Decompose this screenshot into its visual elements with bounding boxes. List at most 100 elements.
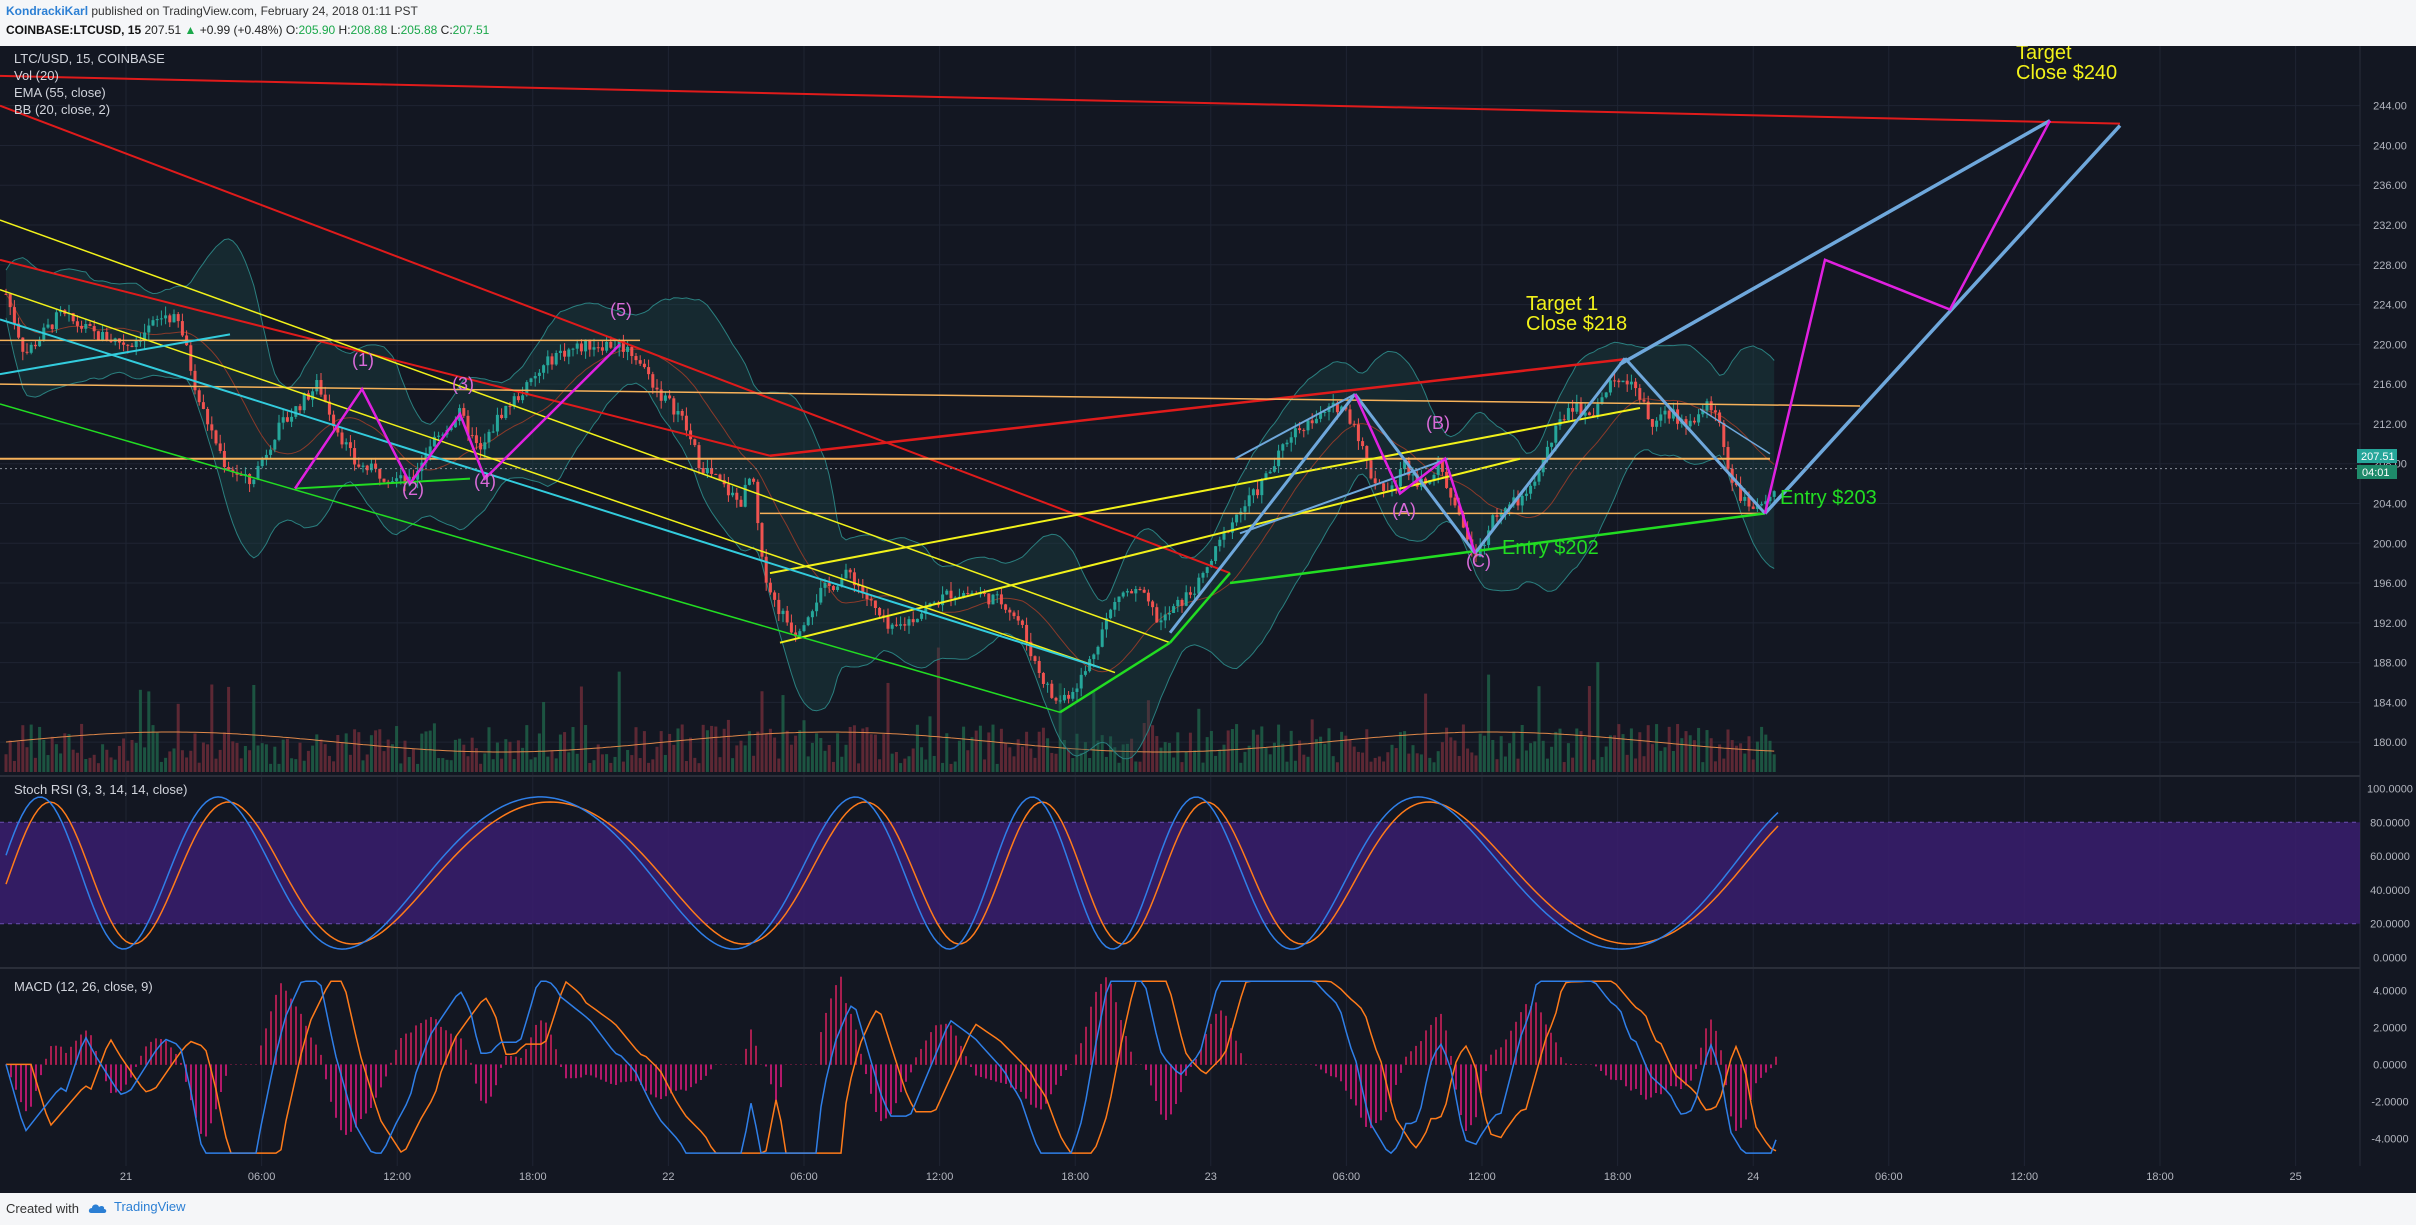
macd-histogram-bar (70, 1046, 72, 1065)
volume-bar (1688, 735, 1692, 772)
candle-body (1067, 694, 1071, 699)
candle-body (369, 463, 373, 471)
volume-bar (1218, 749, 1222, 772)
volume-bar (197, 762, 201, 772)
candle-body (915, 618, 919, 623)
candle-body (1575, 403, 1579, 412)
macd-histogram-bar (775, 1064, 777, 1103)
trading-chart[interactable]: 244.00240.00236.00232.00228.00224.00220.… (0, 46, 2416, 1193)
candle-body (1495, 515, 1499, 517)
candle-body (1020, 620, 1024, 625)
candle-body (1268, 471, 1272, 474)
wave-label-2: (2) (402, 479, 424, 499)
macd-histogram-bar (325, 1064, 327, 1080)
macd-histogram-bar (1025, 1064, 1027, 1099)
volume-bar (1642, 756, 1646, 772)
macd-histogram-bar (1610, 1064, 1612, 1080)
volume-bar (621, 761, 625, 772)
candle-body (1596, 403, 1600, 417)
volume-bar (810, 742, 814, 772)
volume-bar (1634, 758, 1638, 772)
macd-histogram-bar (1040, 1064, 1042, 1110)
macd-histogram-bar (940, 1024, 942, 1065)
volume-bar (684, 761, 688, 772)
candle-body (218, 443, 222, 452)
macd-histogram-bar (1660, 1064, 1662, 1095)
macd-histogram-bar (1270, 1064, 1272, 1065)
macd-histogram-bar (1740, 1064, 1742, 1128)
candle-body (1188, 592, 1192, 595)
candle-body (1159, 620, 1163, 623)
macd-histogram-bar (1440, 1013, 1442, 1065)
macd-histogram-bar (730, 1064, 732, 1065)
blue-impulse-1 (1168, 393, 1357, 634)
macd-histogram-bar (1030, 1064, 1032, 1105)
volume-bar (899, 763, 903, 772)
candle-body (815, 602, 819, 612)
macd-histogram-bar (575, 1064, 577, 1079)
volume-bar (416, 763, 420, 772)
volume-bar (281, 739, 285, 772)
candle-body (1713, 410, 1717, 413)
candle-body (697, 445, 701, 469)
candle-body (605, 341, 609, 351)
volume-bar (483, 753, 487, 772)
volume-bar (38, 726, 42, 772)
volume-bar (1453, 740, 1457, 772)
blue-impulse-3 (1473, 357, 1627, 555)
volume-bar (1726, 729, 1730, 772)
volume-bar (1621, 734, 1625, 772)
volume-bar (1713, 761, 1717, 772)
candle-body (1146, 592, 1150, 602)
target1-line2: Close $218 (1526, 313, 1627, 335)
candle-body (546, 356, 550, 366)
candle-body (332, 414, 336, 427)
candle-body (437, 435, 441, 437)
candle-body (1373, 478, 1377, 484)
volume-bar (1760, 726, 1764, 772)
candle-body (651, 374, 655, 388)
macd-histogram-bar (825, 1012, 827, 1065)
wave-label-3: (3) (452, 374, 474, 394)
wave-label-5: (5) (610, 300, 632, 320)
volume-bar (1004, 743, 1008, 772)
abc-label-a: (A) (1392, 500, 1416, 520)
volume-bar (1734, 745, 1738, 772)
volume-bar (827, 745, 831, 772)
created-with-text: Created with (6, 1201, 79, 1216)
macd-histogram-bar (435, 1019, 437, 1065)
macd-histogram-bar (1425, 1030, 1427, 1065)
candle-body (1566, 408, 1570, 421)
macd-histogram-bar (870, 1064, 872, 1094)
macd-histogram-bar (1435, 1017, 1437, 1065)
candle-body (382, 478, 386, 482)
volume-ma (5, 731, 1775, 753)
volume-bar (508, 741, 512, 772)
volume-bar (1499, 736, 1503, 772)
macd-histogram-bar (715, 1064, 717, 1065)
candle-body (739, 499, 743, 507)
volume-bar (407, 756, 411, 772)
volume-bar (1184, 751, 1188, 772)
candle-body (584, 339, 588, 352)
volume-bar (399, 763, 403, 772)
candle-body (558, 350, 562, 353)
macd-histogram-bar (700, 1064, 702, 1081)
volume-bar (1285, 761, 1289, 772)
volume-bar (29, 724, 33, 772)
volume-bar (1705, 730, 1709, 772)
candle-body (504, 405, 508, 419)
candle-body (1289, 437, 1293, 443)
macd-histogram-bar (200, 1064, 202, 1134)
macd-tick-label: -2.0000 (2371, 1096, 2408, 1108)
volume-bar (353, 729, 357, 772)
macd-histogram-bar (740, 1064, 742, 1065)
volume-bar (1197, 708, 1201, 772)
macd-histogram-bar (1585, 1064, 1587, 1065)
tradingview-link[interactable]: TradingView (88, 1199, 186, 1214)
candle-body (1331, 402, 1335, 407)
author-link[interactable]: KondrackiKarl (6, 4, 89, 18)
candle-body (1734, 482, 1738, 486)
volume-bar (1512, 731, 1516, 772)
candle-body (180, 321, 184, 336)
